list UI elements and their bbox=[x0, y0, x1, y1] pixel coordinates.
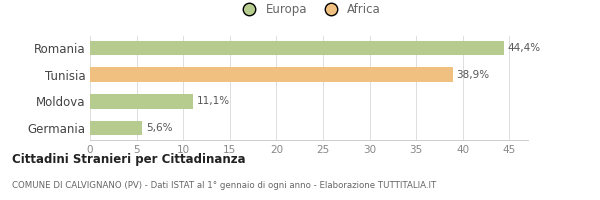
Text: Cittadini Stranieri per Cittadinanza: Cittadini Stranieri per Cittadinanza bbox=[12, 153, 245, 166]
Text: COMUNE DI CALVIGNANO (PV) - Dati ISTAT al 1° gennaio di ogni anno - Elaborazione: COMUNE DI CALVIGNANO (PV) - Dati ISTAT a… bbox=[12, 181, 436, 190]
Text: 44,4%: 44,4% bbox=[508, 43, 541, 53]
Bar bbox=[90, 67, 452, 82]
Bar bbox=[90, 121, 142, 135]
Text: 11,1%: 11,1% bbox=[197, 96, 230, 106]
Text: 38,9%: 38,9% bbox=[456, 70, 490, 80]
Text: 5,6%: 5,6% bbox=[146, 123, 172, 133]
Bar bbox=[90, 94, 193, 109]
Legend: Europa, Africa: Europa, Africa bbox=[232, 0, 386, 21]
Bar bbox=[90, 41, 504, 55]
